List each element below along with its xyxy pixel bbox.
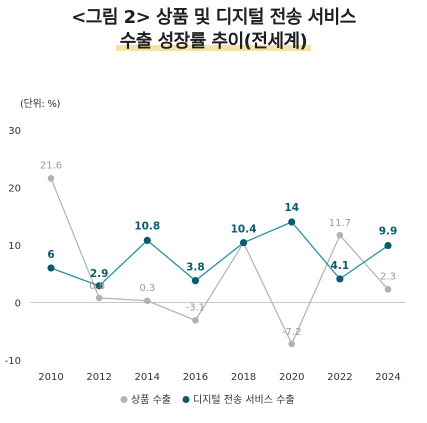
goods-exports-data-label: -3.1	[186, 302, 206, 313]
y-tick-label: -10	[5, 356, 21, 367]
series-line-goods-exports	[50, 178, 389, 346]
digital-exports-point	[47, 264, 55, 272]
goods-exports-data-label: -7.2	[282, 327, 302, 338]
digital-exports-point	[336, 275, 344, 283]
digital-exports-data-label: 4.1	[331, 260, 350, 272]
x-tick-label: 2024	[375, 372, 400, 383]
digital-exports-point	[143, 236, 151, 244]
chart-title-line2: 수출 성장률 추이(전세계)	[115, 30, 312, 54]
x-tick-label: 2010	[38, 372, 63, 383]
legend-marker-goods-exports	[120, 396, 128, 403]
legend-label-goods-exports: 상품 수출	[131, 394, 171, 406]
y-tick-label: 20	[8, 184, 21, 195]
x-tick-label: 2012	[86, 372, 111, 383]
goods-exports-point	[47, 175, 55, 182]
legend-marker-digital-exports	[182, 396, 190, 403]
digital-exports-data-label: 6	[47, 249, 54, 261]
digital-exports-point	[384, 241, 392, 250]
chart-title-line1: <그림 2> 상품 및 디지털 전송 서비스	[71, 7, 356, 28]
x-tick-label: 2014	[135, 372, 160, 383]
series-line-digital-exports	[50, 221, 389, 287]
y-tick-label: 0	[15, 299, 21, 310]
goods-exports-data-label: 11.7	[329, 218, 351, 229]
digital-exports-data-label: 2.9	[90, 268, 109, 280]
y-tick-label: 10	[8, 241, 21, 252]
goods-exports-point	[95, 294, 103, 302]
digital-exports-data-label: 14	[284, 202, 299, 214]
y-tick-label: 30	[8, 126, 21, 137]
legend-label-digital-exports: 디지털 전송 서비스 수출	[193, 394, 295, 406]
goods-exports-data-label: 0.3	[139, 283, 155, 294]
series-layer	[47, 175, 392, 348]
goods-exports-point	[384, 285, 392, 293]
goods-exports-data-label: 21.6	[40, 160, 62, 171]
goods-exports-point	[288, 340, 296, 348]
digital-exports-point	[191, 277, 200, 285]
goods-exports-point	[336, 231, 344, 239]
legend: 상품 수출 디지털 전송 서비스 수출	[120, 394, 295, 406]
digital-exports-data-label: 3.8	[186, 262, 205, 274]
digital-exports-data-label: 10.8	[134, 220, 160, 232]
x-tick-label: 2016	[183, 372, 208, 383]
goods-exports-data-label: 2.3	[380, 271, 396, 282]
chart-title: <그림 2> 상품 및 디지털 전송 서비스 수출 성장률 추이(전세계)	[0, 6, 427, 54]
goods-exports-point	[192, 317, 199, 324]
data-labels-layer: 21.6 0.8 0.3 -3.1 -7.2 11.7 2.3 6 2.9 10.8 3.8 10.4…	[40, 160, 397, 338]
goods-exports-point	[143, 297, 151, 305]
digital-exports-point	[239, 239, 248, 247]
x-tick-label: 2020	[279, 372, 304, 383]
digital-exports-data-label: 10.4	[231, 224, 257, 236]
x-tick-label: 2022	[327, 372, 352, 383]
x-tick-label: 2018	[231, 372, 256, 383]
unit-label: (단위: %)	[20, 99, 61, 110]
digital-exports-data-label: 9.9	[379, 226, 398, 238]
goods-exports-data-label: 0.8	[89, 281, 105, 292]
digital-exports-point	[288, 218, 296, 226]
digital-exports-point	[95, 282, 103, 290]
